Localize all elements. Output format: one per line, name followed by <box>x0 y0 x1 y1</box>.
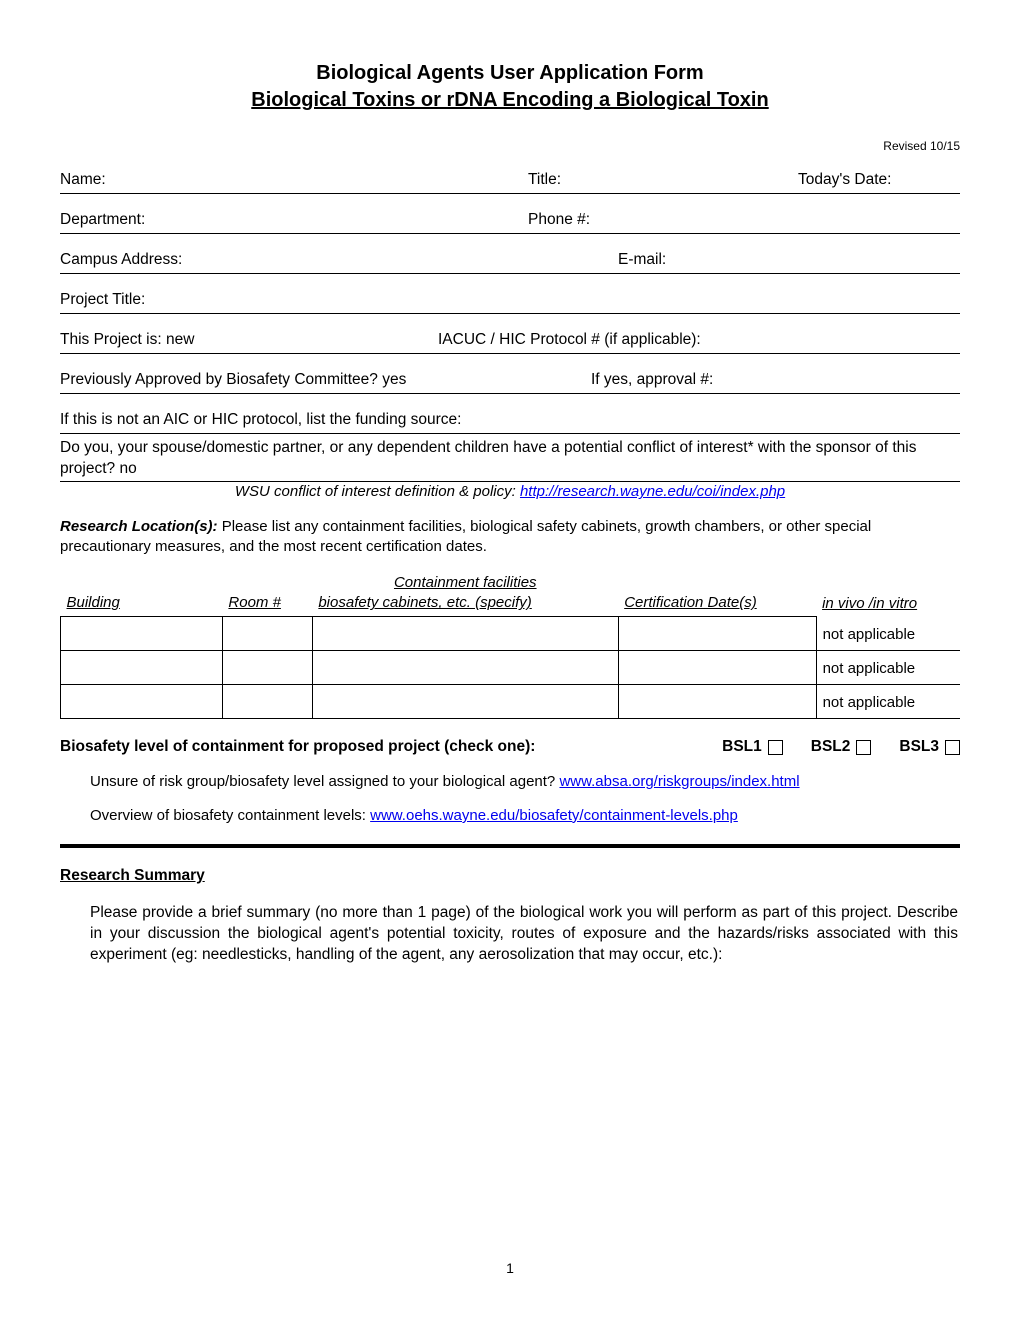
col-containment: Containment facilities biosafety cabinet… <box>312 571 618 616</box>
col-vivo: in vivo /in vitro <box>816 571 960 616</box>
bsl-label: Biosafety level of containment for propo… <box>60 737 694 758</box>
checkbox-icon[interactable] <box>856 740 871 755</box>
approval-num-label[interactable]: If yes, approval #: <box>591 370 713 391</box>
location-table: Building Room # Containment facilities b… <box>60 571 960 719</box>
table-row[interactable]: not applicable <box>61 616 961 650</box>
table-row[interactable]: not applicable <box>61 684 961 718</box>
bsl2-option[interactable]: BSL2 <box>811 737 872 758</box>
dept-phone-row: Department: Phone #: <box>60 206 960 234</box>
form-subtitle: Biological Toxins or rDNA Encoding a Bio… <box>60 87 960 114</box>
name-label[interactable]: Name: <box>60 170 528 191</box>
coi-row[interactable]: Do you, your spouse/domestic partner, or… <box>60 434 960 483</box>
col-room: Room # <box>222 571 312 616</box>
department-label[interactable]: Department: <box>60 210 528 231</box>
address-email-row: Campus Address: E-mail: <box>60 246 960 274</box>
funding-label: If this is not an AIC or HIC protocol, l… <box>60 410 461 431</box>
unsure-help: Unsure of risk group/biosafety level ass… <box>90 772 960 792</box>
col-building: Building <box>61 571 223 616</box>
title-label[interactable]: Title: <box>528 170 798 191</box>
project-title-row[interactable]: Project Title: <box>60 286 960 314</box>
project-title-label: Project Title: <box>60 290 145 311</box>
table-row[interactable]: not applicable <box>61 650 961 684</box>
bsl1-option[interactable]: BSL1 <box>722 737 783 758</box>
campus-address-label[interactable]: Campus Address: <box>60 250 618 271</box>
research-summary-text: Please provide a brief summary (no more … <box>90 903 958 966</box>
revised-date: Revised 10/15 <box>60 138 960 154</box>
section-divider <box>60 844 960 848</box>
overview-help: Overview of biosafety containment levels… <box>90 806 960 826</box>
research-summary-heading: Research Summary <box>60 866 960 887</box>
prev-approved-row: Previously Approved by Biosafety Committ… <box>60 366 960 394</box>
col-cert: Certification Date(s) <box>618 571 816 616</box>
iacuc-label[interactable]: IACUC / HIC Protocol # (if applicable): <box>438 330 701 351</box>
checkbox-icon[interactable] <box>768 740 783 755</box>
absa-link[interactable]: www.absa.org/riskgroups/index.html <box>559 773 799 790</box>
date-label[interactable]: Today's Date: <box>798 170 891 191</box>
project-is-label[interactable]: This Project is: new <box>60 330 438 351</box>
coi-link[interactable]: http://research.wayne.edu/coi/index.php <box>520 483 785 500</box>
name-title-date-row: Name: Title: Today's Date: <box>60 166 960 194</box>
bsl3-option[interactable]: BSL3 <box>899 737 960 758</box>
oehs-link[interactable]: www.oehs.wayne.edu/biosafety/containment… <box>370 807 738 824</box>
funding-row[interactable]: If this is not an AIC or HIC protocol, l… <box>60 406 960 434</box>
page-number: 1 <box>60 1259 960 1278</box>
coi-question: Do you, your spouse/domestic partner, or… <box>60 438 960 480</box>
coi-policy-note: WSU conflict of interest definition & po… <box>60 482 960 502</box>
form-title: Biological Agents User Application Form <box>60 60 960 87</box>
email-label[interactable]: E-mail: <box>618 250 666 271</box>
bsl-row: Biosafety level of containment for propo… <box>60 737 960 758</box>
project-is-row: This Project is: new IACUC / HIC Protoco… <box>60 326 960 354</box>
prev-approved-label[interactable]: Previously Approved by Biosafety Committ… <box>60 370 591 391</box>
research-location-intro: Research Location(s): Please list any co… <box>60 517 960 558</box>
phone-label[interactable]: Phone #: <box>528 210 590 231</box>
checkbox-icon[interactable] <box>945 740 960 755</box>
